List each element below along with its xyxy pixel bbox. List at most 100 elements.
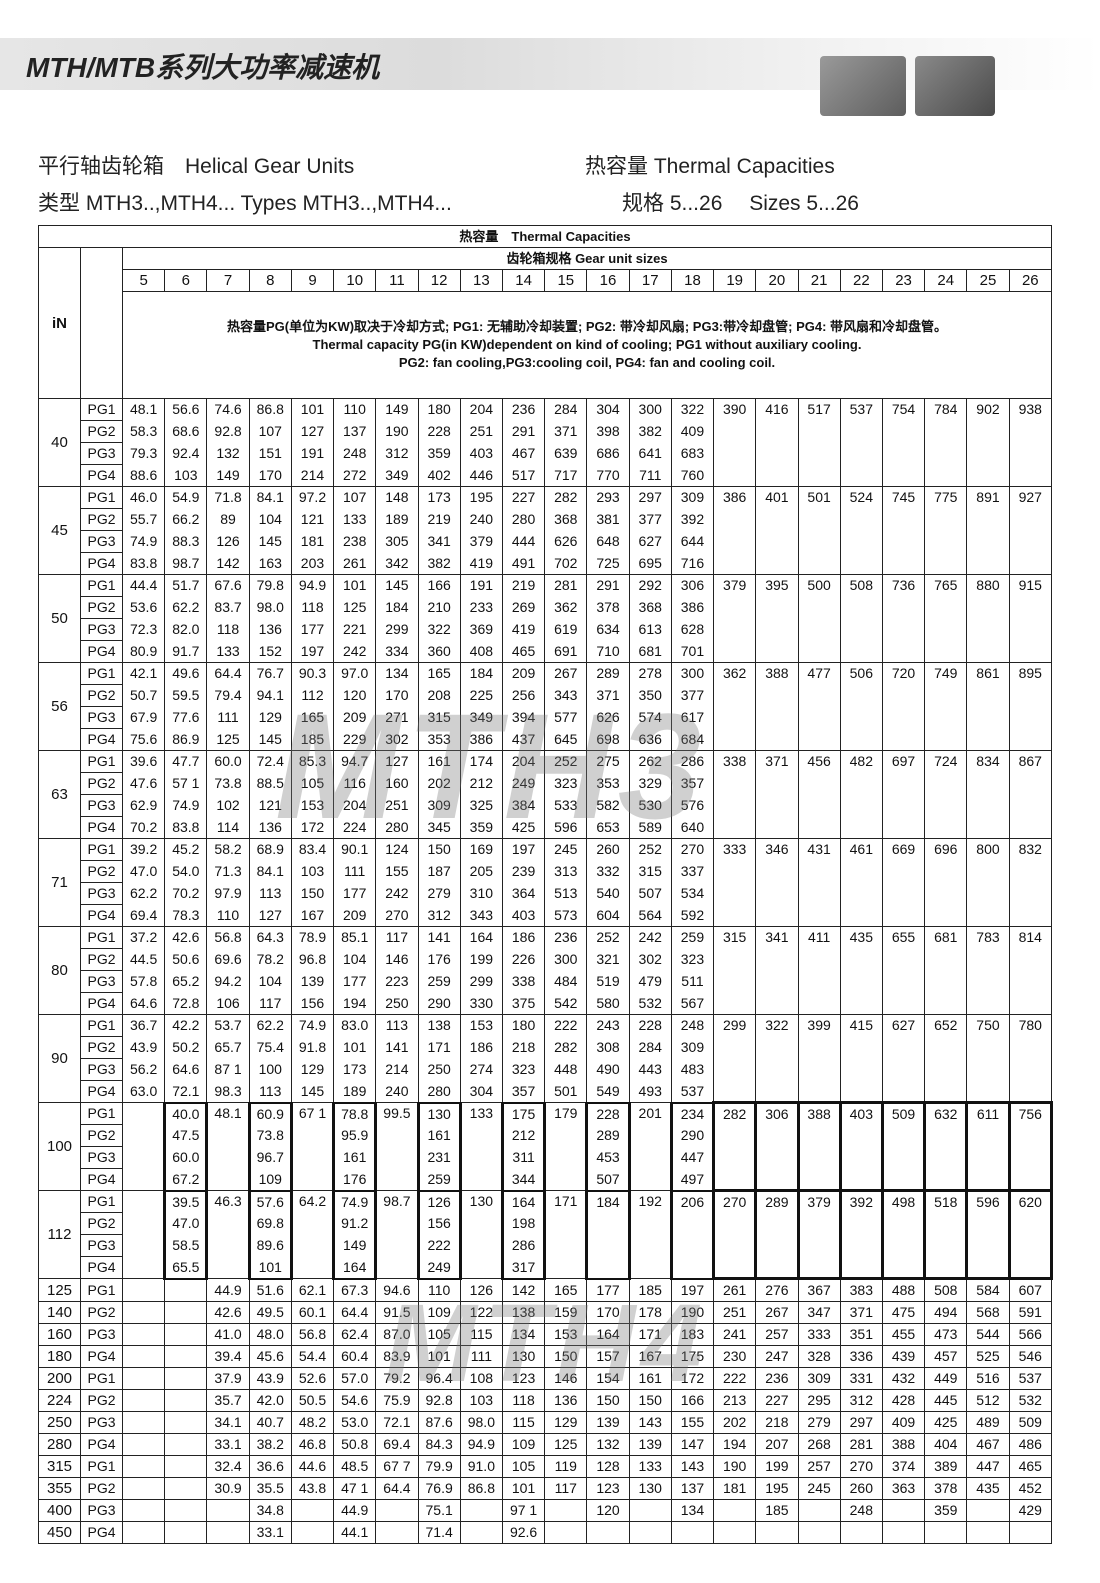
value-cell-all-pg: 697 [881, 750, 926, 839]
value-cell: 640 [670, 816, 715, 839]
value-cell: 181 [290, 530, 335, 553]
value-cell: 302 [628, 948, 672, 971]
value-cell: 219 [417, 508, 461, 531]
pg-label: PG3 [80, 1499, 123, 1522]
value-cell: 120 [586, 1499, 630, 1522]
pg-label: PG1 [80, 1190, 123, 1213]
table-row: PG3 56.2 64.6 87 1 100 129 173 214 250 274 323 448 4… [39, 1058, 1052, 1081]
value-cell [164, 1389, 208, 1412]
value-cell: 701 [670, 640, 715, 663]
value-cell: 270 [839, 1455, 883, 1478]
value-cell: 115 [501, 1411, 546, 1434]
value-cell: 386 [670, 596, 715, 619]
value-cell: 156 [416, 1212, 462, 1235]
value-cell: 402 [417, 464, 461, 487]
value-cell [544, 1521, 588, 1544]
table-row: 280 PG4 33.1 38.2 46.8 50.8 69.4 84.3 94.9 109 125… [38, 1433, 1053, 1456]
value-cell: 90.1 [333, 838, 377, 861]
pg-label: PG4 [80, 992, 123, 1015]
value-cell: 197 [670, 1278, 715, 1302]
pg-label: PG3 [80, 1058, 123, 1081]
value-cell-all-pg: 362 [713, 662, 757, 751]
value-cell: 170 [248, 464, 292, 487]
value-cell: 419 [459, 552, 503, 575]
value-cell: 85.3 [290, 750, 335, 773]
value-cell: 403 [459, 442, 503, 465]
pg-label: PG2 [80, 1477, 123, 1500]
value-cell-all-pg: 392 [838, 1189, 884, 1280]
value-cell: 75.6 [121, 728, 166, 751]
value-cell: 75.9 [375, 1389, 419, 1412]
pg-label: PG2 [80, 1124, 123, 1147]
value-cell: 153 [544, 1323, 588, 1346]
value-cell [585, 1234, 631, 1257]
value-cell-all-pg: 415 [839, 1014, 883, 1103]
value-cell [628, 1234, 672, 1257]
value-cell: 34.1 [206, 1411, 250, 1434]
value-cell-all-pg: 537 [839, 398, 883, 487]
value-cell: 133 [333, 508, 377, 531]
value-cell: 72.1 [375, 1411, 419, 1434]
value-cell: 127 [248, 904, 292, 927]
value-cell: 91.7 [164, 640, 208, 663]
size-header: 7 [206, 269, 250, 292]
value-cell: 297 [839, 1411, 883, 1434]
value-cell-all-pg: 669 [881, 838, 926, 927]
value-cell: 64.3 [248, 926, 292, 949]
value-cell: 91.0 [459, 1455, 503, 1478]
size-header: 17 [628, 269, 672, 292]
pg-label: PG3 [80, 882, 123, 905]
value-cell: 136 [248, 618, 292, 641]
value-cell-all-pg: 780 [1008, 1014, 1053, 1103]
pg-label: PG2 [80, 772, 123, 795]
value-cell: 130 [459, 1190, 503, 1213]
value-cell-all-pg: 832 [1008, 838, 1053, 927]
ratio-cell: 224 [38, 1389, 81, 1412]
value-cell: 225 [459, 684, 503, 707]
value-cell: 42.6 [164, 926, 208, 949]
value-cell: 101 [247, 1256, 293, 1280]
value-cell: 67 1 [290, 1102, 335, 1125]
value-cell: 64.4 [333, 1301, 377, 1324]
value-cell: 70.2 [164, 882, 208, 905]
value-cell: 332 [586, 860, 630, 883]
value-cell: 172 [670, 1367, 715, 1390]
value-cell: 202 [417, 772, 461, 795]
value-cell [628, 1499, 672, 1522]
value-cell: 84.3 [417, 1433, 461, 1456]
value-cell: 164 [459, 926, 503, 949]
value-cell-all-pg: 456 [797, 750, 841, 839]
value-cell: 129 [248, 706, 292, 729]
value-cell: 153 [459, 1014, 503, 1037]
value-cell: 197 [290, 640, 335, 663]
thermal-capacity-table: 热容量 Thermal Capacities iN 齿轮箱规格 Gear unit … [38, 225, 1054, 1544]
value-cell: 171 [417, 1036, 461, 1059]
pg-label: PG1 [80, 398, 123, 421]
value-cell: 103 [164, 464, 208, 487]
table-row: PG3 67.9 77.6 111 129 165 209 271 315 349 394 577 62… [39, 706, 1052, 729]
size-header: 18 [670, 269, 715, 292]
value-cell: 72.3 [121, 618, 166, 641]
value-cell [164, 1278, 208, 1302]
value-cell: 641 [628, 442, 672, 465]
value-cell: 208 [417, 684, 461, 707]
value-cell-all-pg: 371 [755, 750, 799, 839]
value-cell: 176 [332, 1168, 378, 1192]
table-row: PG3 60.0 96.7 161 231 311 453 447 [39, 1146, 1052, 1169]
value-cell: 60.1 [290, 1301, 335, 1324]
value-cell: 170 [586, 1301, 630, 1324]
value-cell: 493 [628, 1080, 672, 1103]
value-cell: 251 [459, 420, 503, 443]
ratio-cell: 71 [38, 838, 81, 927]
value-cell: 88.6 [121, 464, 166, 487]
value-cell: 317 [500, 1256, 547, 1280]
value-cell: 222 [544, 1014, 588, 1037]
value-cell [375, 1168, 419, 1191]
table-row: PG4 67.2 109 176 259 344 507 497 [39, 1168, 1052, 1192]
value-cell: 384 [501, 794, 546, 817]
value-cell [121, 1102, 166, 1125]
value-cell: 227 [755, 1389, 799, 1412]
value-cell: 257 [755, 1323, 799, 1346]
value-cell: 97.9 [206, 882, 250, 905]
value-cell: 270 [375, 904, 419, 927]
